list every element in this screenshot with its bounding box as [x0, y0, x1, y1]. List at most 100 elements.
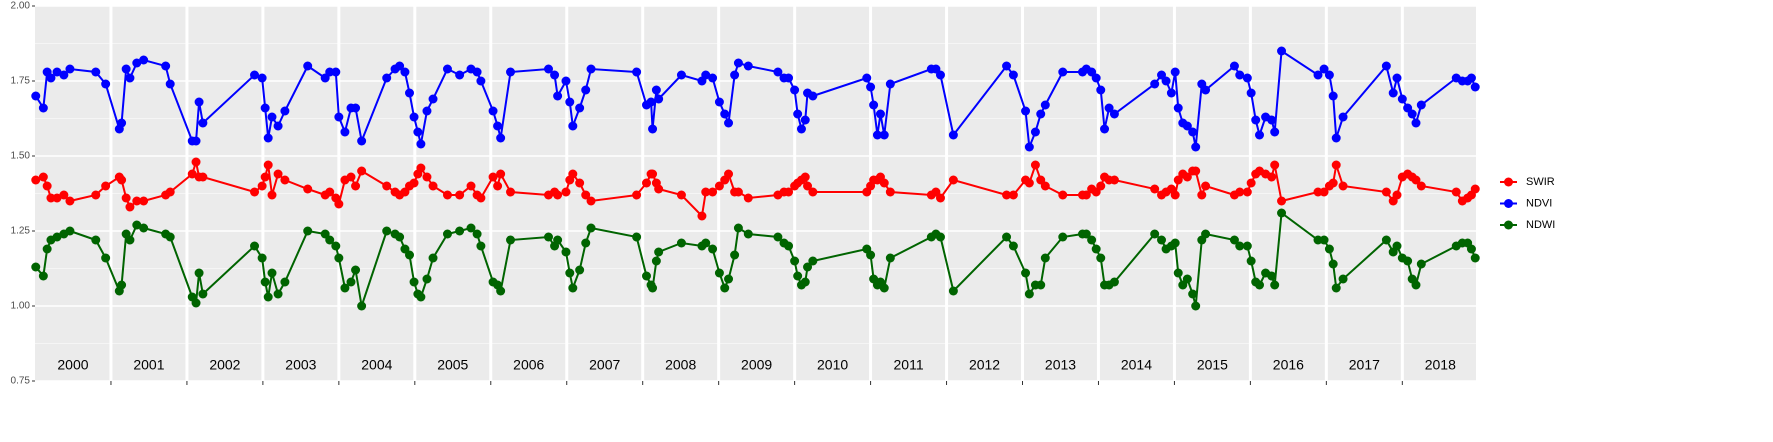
point [117, 175, 127, 185]
point [1024, 178, 1034, 188]
point [267, 268, 277, 278]
point [42, 244, 52, 254]
point [1242, 73, 1252, 83]
point [496, 133, 506, 143]
point [1277, 208, 1287, 218]
point [1040, 253, 1050, 263]
point [1246, 178, 1256, 188]
point [948, 175, 958, 185]
point [1338, 112, 1348, 122]
point [1030, 127, 1040, 137]
point [1470, 82, 1480, 92]
point [303, 61, 313, 71]
y-tick-label: 1.25 [11, 226, 31, 237]
legend-label: SWIR [1526, 176, 1555, 188]
point [1466, 244, 1476, 254]
point [325, 235, 335, 245]
year-label: 2000 [57, 357, 88, 373]
point [198, 289, 208, 299]
point [879, 283, 889, 293]
point [280, 277, 290, 287]
point [1150, 184, 1160, 194]
point [38, 271, 48, 281]
y-tick-label: 1.00 [11, 301, 31, 312]
point [273, 169, 283, 179]
point [65, 226, 75, 236]
point [1170, 238, 1180, 248]
point [31, 91, 41, 101]
point [701, 238, 711, 248]
point [720, 283, 730, 293]
point [1109, 175, 1119, 185]
point [1267, 172, 1277, 182]
point [1058, 190, 1068, 200]
point [879, 130, 889, 140]
point [648, 124, 658, 134]
point [1182, 172, 1192, 182]
point [428, 181, 438, 191]
legend-label: NDVI [1526, 197, 1552, 209]
point [885, 79, 895, 89]
point [334, 253, 344, 263]
point [488, 172, 498, 182]
year-label: 2004 [361, 357, 392, 373]
point [472, 229, 482, 239]
point [334, 199, 344, 209]
point [1024, 289, 1034, 299]
point [1188, 127, 1198, 137]
point [1416, 181, 1426, 191]
year-label: 2018 [1425, 357, 1456, 373]
point [191, 157, 201, 167]
point [1235, 70, 1245, 80]
point [654, 94, 664, 104]
point [1087, 235, 1097, 245]
legend-label: NDWI [1526, 219, 1555, 231]
year-label: 2008 [665, 357, 696, 373]
point [260, 172, 270, 182]
point [466, 181, 476, 191]
point [1251, 115, 1261, 125]
point [568, 169, 578, 179]
point [52, 232, 62, 242]
point [808, 256, 818, 266]
y-tick-label: 1.50 [11, 151, 31, 162]
point [708, 187, 718, 197]
point [1466, 73, 1476, 83]
year-label: 2001 [133, 357, 164, 373]
point [1392, 73, 1402, 83]
point [263, 133, 273, 143]
point [575, 103, 585, 113]
point [803, 262, 813, 272]
point [800, 115, 810, 125]
point [1397, 94, 1407, 104]
year-label: 2006 [513, 357, 544, 373]
point [1191, 166, 1201, 176]
point [1319, 187, 1329, 197]
point [1411, 175, 1421, 185]
point [1277, 46, 1287, 56]
point [198, 118, 208, 128]
point [885, 187, 895, 197]
point [743, 193, 753, 203]
point [506, 235, 516, 245]
point [1267, 271, 1277, 281]
point [1470, 184, 1480, 194]
point [790, 256, 800, 266]
point [476, 76, 486, 86]
point [714, 97, 724, 107]
point [132, 58, 142, 68]
point [325, 187, 335, 197]
point [561, 187, 571, 197]
point [413, 127, 423, 137]
point [1235, 241, 1245, 251]
point [165, 187, 175, 197]
point [91, 235, 101, 245]
point [1157, 235, 1167, 245]
point [1150, 79, 1160, 89]
point [263, 160, 273, 170]
point [581, 238, 591, 248]
point [351, 265, 361, 275]
point [1324, 244, 1334, 254]
point [1229, 235, 1239, 245]
point [733, 187, 743, 197]
